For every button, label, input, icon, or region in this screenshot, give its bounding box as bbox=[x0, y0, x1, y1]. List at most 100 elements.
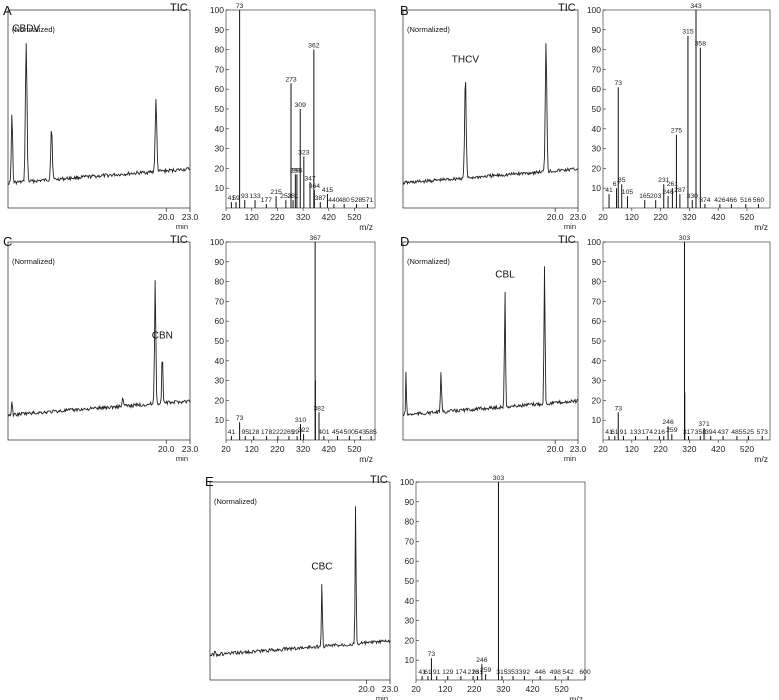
x-axis-unit: min bbox=[376, 694, 388, 700]
peak-mz-label: 216 bbox=[467, 669, 479, 676]
peak-mz-label: 392 bbox=[519, 669, 531, 676]
x-tick-label: 520 bbox=[347, 444, 361, 454]
peak-mz-label: 297 bbox=[291, 429, 303, 436]
mass-spectrum: 10 20 30 40 50 60 70 80 90 100 20 120 220 320 420 520m/… bbox=[400, 475, 591, 700]
peak-mz-label: 287 bbox=[674, 187, 686, 194]
peak-mz-label: 253 bbox=[280, 193, 292, 200]
x-tick-label: 520 bbox=[740, 212, 754, 222]
peak-mz-label: 387 bbox=[315, 195, 327, 202]
peak-mz-label: 498 bbox=[550, 669, 562, 676]
peak-mz-label: 67 bbox=[613, 181, 621, 188]
chromatogram-frame bbox=[402, 9, 579, 209]
y-tick-label: 100 bbox=[210, 237, 224, 247]
x-tick-label: 20 bbox=[598, 444, 608, 454]
peak-mz-label: 315 bbox=[496, 669, 508, 676]
peak-mz-label: 261 bbox=[667, 181, 679, 188]
y-tick-label: 20 bbox=[592, 163, 602, 173]
peak-mz-label: 85 bbox=[618, 177, 626, 184]
peak-mz-label: 215 bbox=[270, 189, 282, 196]
x-tick-label: 420 bbox=[711, 444, 725, 454]
peak-mz-label: 353 bbox=[507, 669, 519, 676]
peak-mz-label: 330 bbox=[687, 193, 699, 200]
y-tick-label: 10 bbox=[592, 183, 602, 193]
peak-mz-label: 222 bbox=[272, 429, 284, 436]
peak-mz-label: 41 bbox=[418, 669, 426, 676]
peak-mz-label: 73 bbox=[614, 80, 622, 87]
normalized-label: (Normalized) bbox=[12, 257, 55, 266]
normalized-label: (Normalized) bbox=[12, 25, 55, 34]
peak-mz-label: 343 bbox=[690, 3, 702, 10]
chromatogram-frame bbox=[7, 9, 191, 209]
y-tick-label: 100 bbox=[210, 5, 224, 15]
x-axis-unit: min bbox=[564, 454, 576, 463]
panel-letter: A bbox=[3, 3, 12, 18]
y-tick-label: 40 bbox=[592, 124, 602, 134]
peak-mz-label: 525 bbox=[743, 429, 755, 436]
peak-mz-label: 174 bbox=[455, 669, 467, 676]
peak-mz-label: 91 bbox=[620, 429, 628, 436]
tic-trace bbox=[402, 43, 579, 185]
peak-mz-label: 174 bbox=[642, 429, 654, 436]
peak-mz-label: 129 bbox=[442, 669, 454, 676]
spectrum-frame bbox=[602, 9, 771, 209]
tic-label: TIC bbox=[170, 2, 188, 14]
peak-mz-label: 133 bbox=[249, 193, 261, 200]
x-tick-label: 320 bbox=[296, 212, 310, 222]
peak-mz-label: 265 bbox=[283, 429, 295, 436]
peak-mz-label: 543 bbox=[355, 429, 367, 436]
y-tick-label: 70 bbox=[215, 296, 225, 306]
mass-spectrum: 10 20 30 40 50 60 70 80 90 100 20 120 220 320 420 520m/… bbox=[587, 3, 771, 232]
x-tick-label: 420 bbox=[525, 684, 539, 694]
y-tick-label: 80 bbox=[592, 45, 602, 55]
x-tick-label: 23.0 bbox=[570, 212, 587, 222]
mass-spectrum: 10 20 30 40 50 60 70 80 90 100 20 120 220 320 420 520m/… bbox=[587, 235, 771, 464]
x-axis-unit: m/z bbox=[359, 454, 373, 464]
peak-mz-label: 296 bbox=[291, 167, 303, 174]
peak-mz-label: 73 bbox=[428, 651, 436, 658]
y-tick-label: 60 bbox=[405, 556, 415, 566]
peak-label: CBC bbox=[311, 561, 332, 572]
y-tick-label: 30 bbox=[592, 376, 602, 386]
spectrum-frame bbox=[225, 241, 376, 441]
x-axis-unit: min bbox=[564, 222, 576, 231]
y-tick-label: 90 bbox=[405, 497, 415, 507]
peak-label: CBN bbox=[152, 331, 173, 342]
x-tick-label: 20 bbox=[221, 212, 231, 222]
y-tick-label: 40 bbox=[592, 356, 602, 366]
y-tick-label: 100 bbox=[587, 237, 601, 247]
peak-mz-label: 310 bbox=[295, 417, 307, 424]
tic-label: TIC bbox=[370, 474, 388, 486]
y-tick-label: 10 bbox=[592, 415, 602, 425]
peak-mz-label: 371 bbox=[698, 421, 710, 428]
chromatogram-frame bbox=[402, 241, 579, 441]
tic-trace bbox=[7, 280, 191, 418]
y-tick-label: 50 bbox=[215, 104, 225, 114]
peak-mz-label: 93 bbox=[241, 193, 249, 200]
peak-mz-label: 309 bbox=[295, 102, 307, 109]
y-tick-label: 30 bbox=[215, 376, 225, 386]
peak-mz-label: 178 bbox=[261, 429, 273, 436]
peak-mz-label: 133 bbox=[630, 429, 642, 436]
x-tick-label: 320 bbox=[682, 444, 696, 454]
x-tick-label: 23.0 bbox=[182, 444, 199, 454]
spectrum-frame bbox=[415, 481, 586, 681]
peak-mz-label: 259 bbox=[666, 427, 678, 434]
peak-mz-label: 273 bbox=[285, 76, 297, 83]
chromatogram-frame bbox=[209, 481, 391, 681]
y-tick-label: 30 bbox=[215, 144, 225, 154]
y-tick-label: 60 bbox=[215, 316, 225, 326]
peak-mz-label: 480 bbox=[339, 197, 351, 204]
tic-trace bbox=[402, 266, 578, 417]
peak-mz-label: 303 bbox=[679, 235, 691, 242]
peak-mz-label: 61 bbox=[611, 429, 619, 436]
peak-mz-label: 275 bbox=[671, 128, 683, 135]
peak-mz-label: 358 bbox=[695, 41, 707, 48]
peak-mz-label: 362 bbox=[308, 43, 320, 50]
x-tick-label: 520 bbox=[740, 444, 754, 454]
